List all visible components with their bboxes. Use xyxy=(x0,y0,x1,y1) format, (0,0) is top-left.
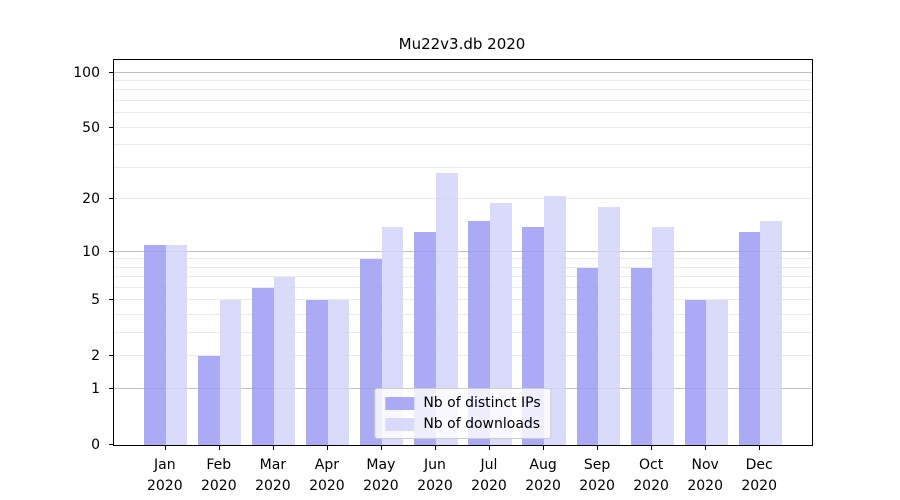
gridline-40 xyxy=(114,144,812,146)
x-tick-label-jan: Jan 2020 xyxy=(146,457,183,494)
y-tick-label-10: 10 xyxy=(82,243,100,260)
x-tick-label-aug: Aug 2020 xyxy=(525,457,561,494)
y-tick-label-50: 50 xyxy=(82,119,100,136)
bar-distinct-ips-oct xyxy=(630,267,653,445)
legend-item-distinct-ips: Nb of distinct IPs xyxy=(385,395,541,411)
gridline-60 xyxy=(114,112,812,114)
x-tick-mark-apr xyxy=(326,446,328,450)
plot-area: Nb of distinct IPs Nb of downloads xyxy=(113,59,813,446)
bar-downloads-jul xyxy=(490,203,512,445)
chart-title: Mu22v3.db 2020 xyxy=(398,35,526,53)
x-tick-mark-jul xyxy=(489,446,490,450)
x-tick-mark-may xyxy=(380,446,382,450)
bar-distinct-ips-mar xyxy=(252,288,274,445)
y-tick-label-5: 5 xyxy=(91,292,100,309)
bar-downloads-sep xyxy=(598,207,620,445)
x-tick-label-jun: Jun 2020 xyxy=(417,457,453,494)
legend-swatch-downloads xyxy=(385,417,415,431)
x-tick-mark-oct xyxy=(651,446,653,450)
bar-downloads-feb xyxy=(219,300,242,445)
bar-distinct-ips-nov xyxy=(684,300,707,445)
gridline-10 xyxy=(114,250,812,252)
bar-downloads-jan xyxy=(165,244,188,445)
x-tick-mark-sep xyxy=(597,446,599,450)
bar-downloads-apr xyxy=(327,300,350,445)
x-tick-mark-aug xyxy=(543,446,545,450)
bar-downloads-aug xyxy=(544,195,566,445)
y-tick-label-1: 1 xyxy=(91,381,100,398)
gridline-100 xyxy=(114,71,812,73)
x-axis: Jan 2020 Feb 2020 Mar 2020 Apr 2020 May 2020… xyxy=(113,446,811,500)
bar-downloads-mar xyxy=(273,277,296,445)
gridline-90 xyxy=(114,80,812,81)
gridline-5 xyxy=(114,299,812,301)
bar-distinct-ips-apr xyxy=(306,300,328,445)
x-tick-label-may: May 2020 xyxy=(363,457,399,494)
bar-distinct-ips-sep xyxy=(576,267,599,445)
gridline-2 xyxy=(114,355,812,357)
gridline-30 xyxy=(114,166,812,168)
gridline-50 xyxy=(114,126,812,128)
gridline-3 xyxy=(114,332,812,334)
x-tick-label-sep: Sep 2020 xyxy=(579,457,615,494)
y-tick-mark-0 xyxy=(109,444,113,445)
y-tick-label-0: 0 xyxy=(91,437,100,453)
legend-label-distinct-ips: Nb of distinct IPs xyxy=(423,395,541,411)
bar-downloads-dec xyxy=(760,221,782,445)
bar-downloads-nov xyxy=(706,300,728,445)
x-tick-label-nov: Nov 2020 xyxy=(687,457,724,494)
gridline-80 xyxy=(114,89,812,91)
y-tick-label-2: 2 xyxy=(91,348,100,365)
x-tick-mark-jan xyxy=(164,446,166,450)
x-tick-mark-dec xyxy=(759,446,761,450)
bar-downloads-oct xyxy=(652,226,674,445)
y-tick-label-20: 20 xyxy=(82,191,100,208)
y-tick-mark-5 xyxy=(109,299,113,301)
y-tick-mark-20 xyxy=(109,198,113,200)
x-tick-mark-feb xyxy=(218,446,220,450)
x-tick-label-apr: Apr 2020 xyxy=(309,457,345,494)
legend: Nb of distinct IPs Nb of downloads xyxy=(374,388,552,439)
gridline-9 xyxy=(114,258,812,260)
bar-distinct-ips-jan xyxy=(144,244,166,445)
y-axis: 0 1 2 5 10 20 50 100 xyxy=(0,59,113,452)
gridline-6 xyxy=(114,287,812,288)
x-tick-label-feb: Feb 2020 xyxy=(200,457,237,494)
x-tick-label-mar: Mar 2020 xyxy=(255,457,291,494)
legend-swatch-distinct-ips xyxy=(385,396,415,410)
x-tick-label-dec: Dec 2020 xyxy=(741,457,778,494)
x-tick-mark-mar xyxy=(272,446,274,450)
gridline-8 xyxy=(114,266,812,268)
y-tick-mark-100 xyxy=(109,71,113,73)
gridline-70 xyxy=(114,100,812,101)
y-tick-mark-1 xyxy=(109,388,113,390)
y-tick-mark-50 xyxy=(109,126,113,128)
legend-item-downloads: Nb of downloads xyxy=(385,416,540,432)
legend-label-downloads: Nb of downloads xyxy=(423,416,541,432)
gridline-7 xyxy=(114,276,812,278)
y-tick-mark-2 xyxy=(109,355,113,357)
x-tick-label-oct: Oct 2020 xyxy=(633,457,669,494)
bar-downloads-jun xyxy=(436,173,458,445)
gridline-4 xyxy=(114,314,812,316)
x-tick-label-jul: Jul 2020 xyxy=(471,457,507,494)
y-tick-mark-10 xyxy=(109,250,113,252)
gridline-20 xyxy=(114,198,812,200)
x-tick-mark-jun xyxy=(435,446,436,450)
y-tick-label-100: 100 xyxy=(73,64,100,81)
bar-distinct-ips-dec xyxy=(738,232,761,445)
x-tick-mark-nov xyxy=(705,446,707,450)
bar-distinct-ips-feb xyxy=(198,356,220,445)
